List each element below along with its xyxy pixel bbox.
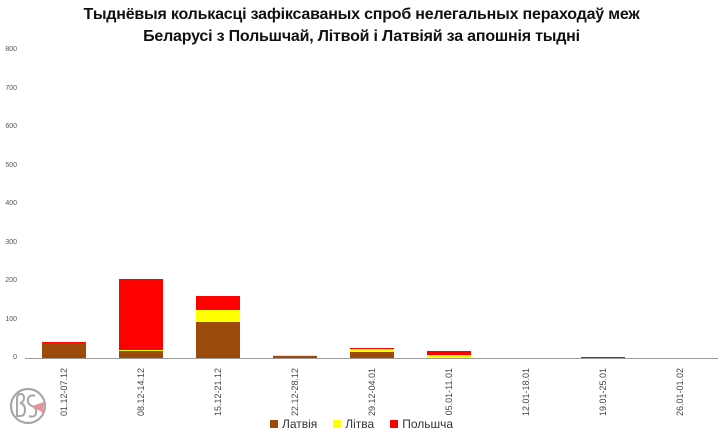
chart-title-line-1: Тыднёвыя колькасці зафіксаваных спроб не… [83,6,640,23]
legend-label: Польшча [402,417,454,431]
x-tick-text: 22.12-28.12 [289,368,300,417]
legend-label: Літва [345,417,375,431]
bar-segment [272,355,317,358]
bar-segment [118,351,163,358]
chart-title: Тыднёвыя колькасці зафіксаваных спроб не… [0,4,723,48]
x-tick-text: 12.01-18.01 [520,368,531,417]
y-tick-label: 700 [5,84,17,92]
x-tick-text: 19.01-25.01 [597,368,608,417]
x-tick-label: 12.01-18.01 [519,368,533,418]
legend: Латвія Літва Польшча [0,417,723,431]
x-tick-label: 26.01-01.02 [673,368,687,418]
plot-area [25,50,718,358]
x-axis-line [25,358,718,359]
bar-segment [41,342,86,358]
y-tick-label: 100 [5,315,17,323]
legend-item-latvia: Латвія [269,417,318,431]
legend-item-poland: Польшча [390,417,453,431]
bar-29.12-04.01 [349,348,394,358]
x-tick-text: 05.01-11.01 [443,368,454,416]
legend-item-lithuania: Літва [333,417,374,431]
bar-segment [195,296,240,310]
chart-title-line-2: Беларусі з Польшчай, Літвой і Латвіяй за… [143,28,580,45]
x-tick-label: 08.12-14.12 [134,368,148,418]
bar-segment [580,356,625,358]
bar-08.12-14.12 [118,279,163,358]
bar-segment [426,354,471,358]
x-tick-label: 22.12-28.12 [288,368,302,418]
bar-19.01-25.01 [580,356,625,358]
legend-swatch-latvia [269,420,278,428]
bar-segment [195,322,240,358]
legend-swatch-lithuania [333,420,342,428]
y-tick-label: 0 [13,354,17,361]
x-tick-label: 19.01-25.01 [596,368,610,418]
bar-segment [272,354,317,356]
bar-01.12-07.12 [41,342,86,358]
bar-segment [426,350,471,355]
bar-segment [349,348,394,350]
y-tick-label: 600 [5,123,17,130]
bar-segment [118,279,163,351]
y-tick-label: 300 [5,238,17,246]
x-tick-text: 26.01-01.02 [674,368,685,417]
y-tick-label: 400 [5,200,17,207]
x-tick-label: 29.12-04.01 [365,368,379,418]
y-tick-label: 500 [5,161,17,169]
bar-05.01-11.01 [426,350,471,358]
bar-segment [118,350,163,352]
bar-segment [195,309,240,323]
x-tick-text: 08.12-14.12 [135,368,146,417]
x-tick-text: 29.12-04.01 [366,368,377,417]
bar-segment [349,349,394,353]
bar-segment [349,352,394,358]
x-tick-label: 01.12-07.12 [57,368,71,418]
legend-swatch-poland [390,420,399,428]
logo-icon [8,386,48,426]
bar-15.12-21.12 [195,296,240,358]
x-tick-label: 05.01-11.01 [442,368,456,418]
legend-label: Латвія [281,417,318,431]
bar-22.12-28.12 [272,354,317,358]
y-tick-label: 800 [5,46,17,53]
y-tick-label: 200 [5,277,17,284]
x-tick-label: 15.12-21.12 [211,368,225,418]
x-tick-text: 15.12-21.12 [212,368,223,417]
x-tick-text: 01.12-07.12 [58,368,69,417]
